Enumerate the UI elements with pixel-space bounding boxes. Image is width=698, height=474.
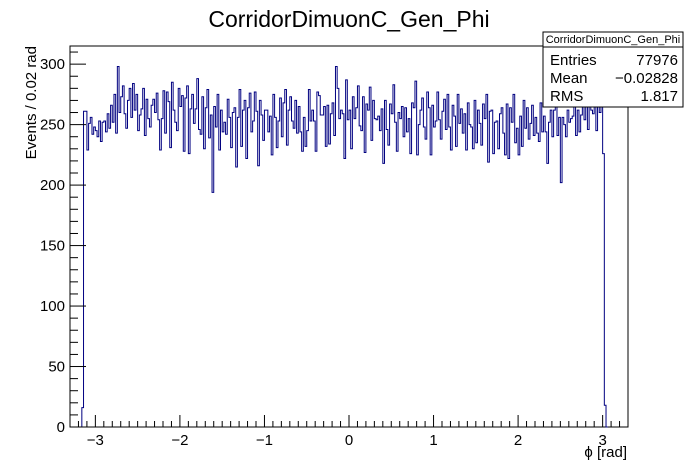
y-tick-label: 50 (48, 359, 65, 376)
x-tick-label: 0 (345, 432, 353, 449)
chart-title: CorridorDimuonC_Gen_Phi (208, 6, 489, 32)
stats-box: CorridorDimuonC_Gen_Phi Entries 77976 Me… (542, 31, 684, 108)
stats-mean-value: −0.02828 (615, 70, 678, 87)
x-tick-label: −3 (87, 432, 104, 449)
y-tick-label: 100 (40, 298, 65, 315)
x-tick-label: 1 (429, 432, 437, 449)
stats-box-frame (542, 31, 684, 108)
stats-rms-label: RMS (550, 88, 583, 105)
stats-mean-label: Mean (550, 70, 588, 87)
y-tick-label: 150 (40, 238, 65, 255)
y-tick-label: 300 (40, 56, 65, 73)
y-tick-label: 250 (40, 117, 65, 134)
x-axis-tick-labels: −3 −2 −1 0 1 2 3 (87, 432, 607, 449)
y-axis-label: Events / 0.02 rad (23, 46, 40, 159)
stats-entries-value: 77976 (636, 52, 678, 69)
x-axis-label: ϕ [rad] (584, 444, 627, 461)
x-tick-label: −1 (256, 432, 273, 449)
y-tick-label: 200 (40, 177, 65, 194)
histogram-line (81, 66, 608, 428)
stats-entries-label: Entries (550, 52, 597, 69)
y-axis-tick-labels: 0 50 100 150 200 250 300 (40, 56, 65, 436)
stats-box-title: CorridorDimuonC_Gen_Phi (546, 34, 681, 46)
y-tick-label: 0 (57, 419, 65, 436)
stats-rms-value: 1.817 (640, 88, 678, 105)
x-tick-label: 2 (514, 432, 522, 449)
x-tick-label: 3 (598, 432, 606, 449)
y-axis-ticks (70, 51, 86, 428)
x-axis-ticks (69, 415, 629, 427)
x-tick-label: −2 (171, 432, 188, 449)
